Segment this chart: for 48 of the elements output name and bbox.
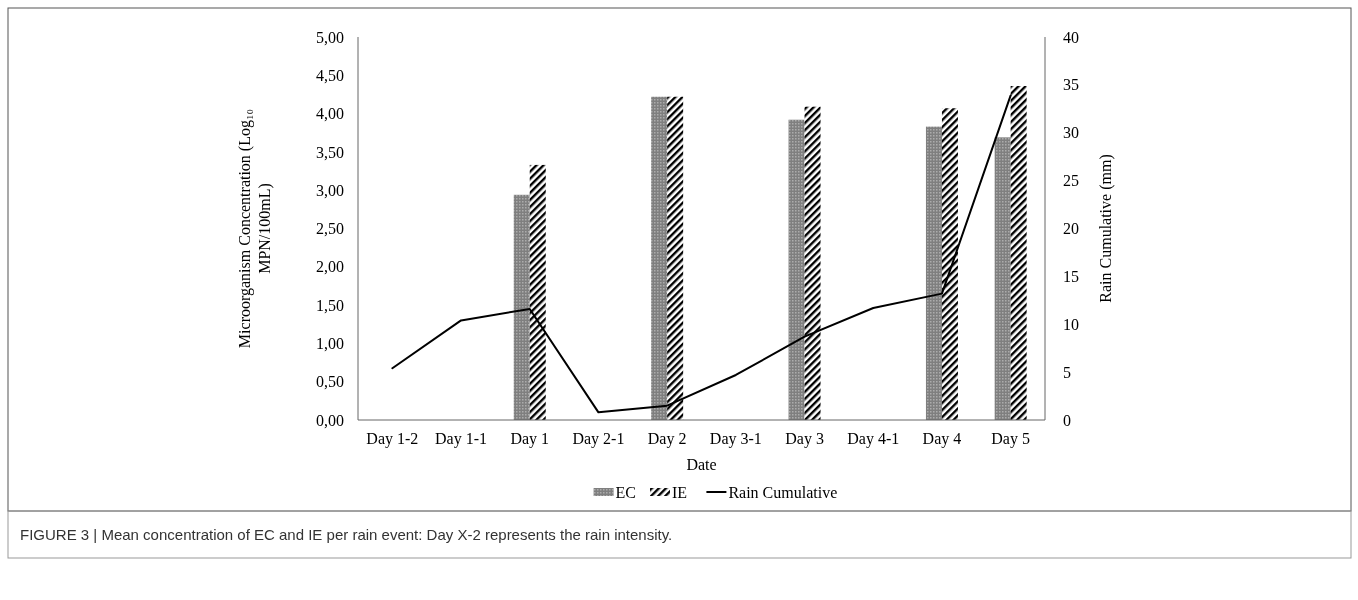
y2-tick-label: 0 xyxy=(1063,411,1071,429)
y2-tick-label: 25 xyxy=(1063,172,1079,190)
x-tick-label: Day 3 xyxy=(785,430,824,448)
y-tick-label: 1,00 xyxy=(316,335,344,352)
y-tick-label: 5,00 xyxy=(316,28,344,46)
y-tick-label: 1,50 xyxy=(316,296,344,314)
x-tick-label: Day 1-1 xyxy=(435,430,488,448)
y2-tick-label: 5 xyxy=(1063,363,1071,381)
y2-tick-label: 35 xyxy=(1063,76,1079,94)
y-tick-label: 0,50 xyxy=(316,373,344,391)
bar xyxy=(788,119,805,420)
bar xyxy=(994,137,1011,420)
bar xyxy=(529,164,546,420)
bar xyxy=(804,106,821,420)
bar xyxy=(925,126,942,420)
y2-tick-label: 20 xyxy=(1063,220,1079,238)
y-tick-label: 3,50 xyxy=(316,143,344,161)
bar xyxy=(941,108,958,420)
bar xyxy=(651,96,668,420)
legend-label: EC xyxy=(615,483,637,501)
x-tick-label: Day 2 xyxy=(647,430,687,448)
x-tick-label: Day 4-1 xyxy=(847,430,900,448)
y2-tick-label: 30 xyxy=(1063,124,1079,142)
y-tick-label: 4,00 xyxy=(316,105,344,123)
y-tick-label: 0,00 xyxy=(316,411,344,429)
x-tick-label: Day 1-2 xyxy=(366,430,419,448)
y-tick-label: 4,50 xyxy=(316,66,344,84)
x-tick-label: Day 2-1 xyxy=(572,430,625,448)
legend-label: Rain Cumulative xyxy=(728,483,838,501)
x-tick-label: Day 3-1 xyxy=(709,430,762,448)
legend-label: IE xyxy=(672,483,688,501)
caption: FIGURE 3 | Mean concentration of EC and IE per rain event: Day X-2 represents the rain intensity. xyxy=(20,526,673,543)
y2-axis-title: Rain Cumulative (mm) xyxy=(1097,154,1115,303)
y2-tick-label: 40 xyxy=(1063,28,1079,46)
y-tick-label: 3,00 xyxy=(316,181,344,199)
y2-tick-label: 15 xyxy=(1063,267,1079,285)
x-tick-label: Day 5 xyxy=(991,430,1030,448)
y-tick-label: 2,50 xyxy=(316,220,344,238)
bar xyxy=(513,194,530,420)
y-axis-title: Microorganism Concentration (Log₁₀ MPN/100mL) xyxy=(236,108,274,349)
y-tick-label: 2,00 xyxy=(316,258,344,276)
x-tick-label: Day 4 xyxy=(922,430,962,448)
bar xyxy=(1010,86,1027,420)
y2-tick-label: 10 xyxy=(1063,315,1079,333)
x-tick-label: Day 1 xyxy=(510,430,550,448)
x-axis-title: Date xyxy=(686,456,717,473)
line-series xyxy=(391,94,1012,414)
bar xyxy=(667,96,684,420)
